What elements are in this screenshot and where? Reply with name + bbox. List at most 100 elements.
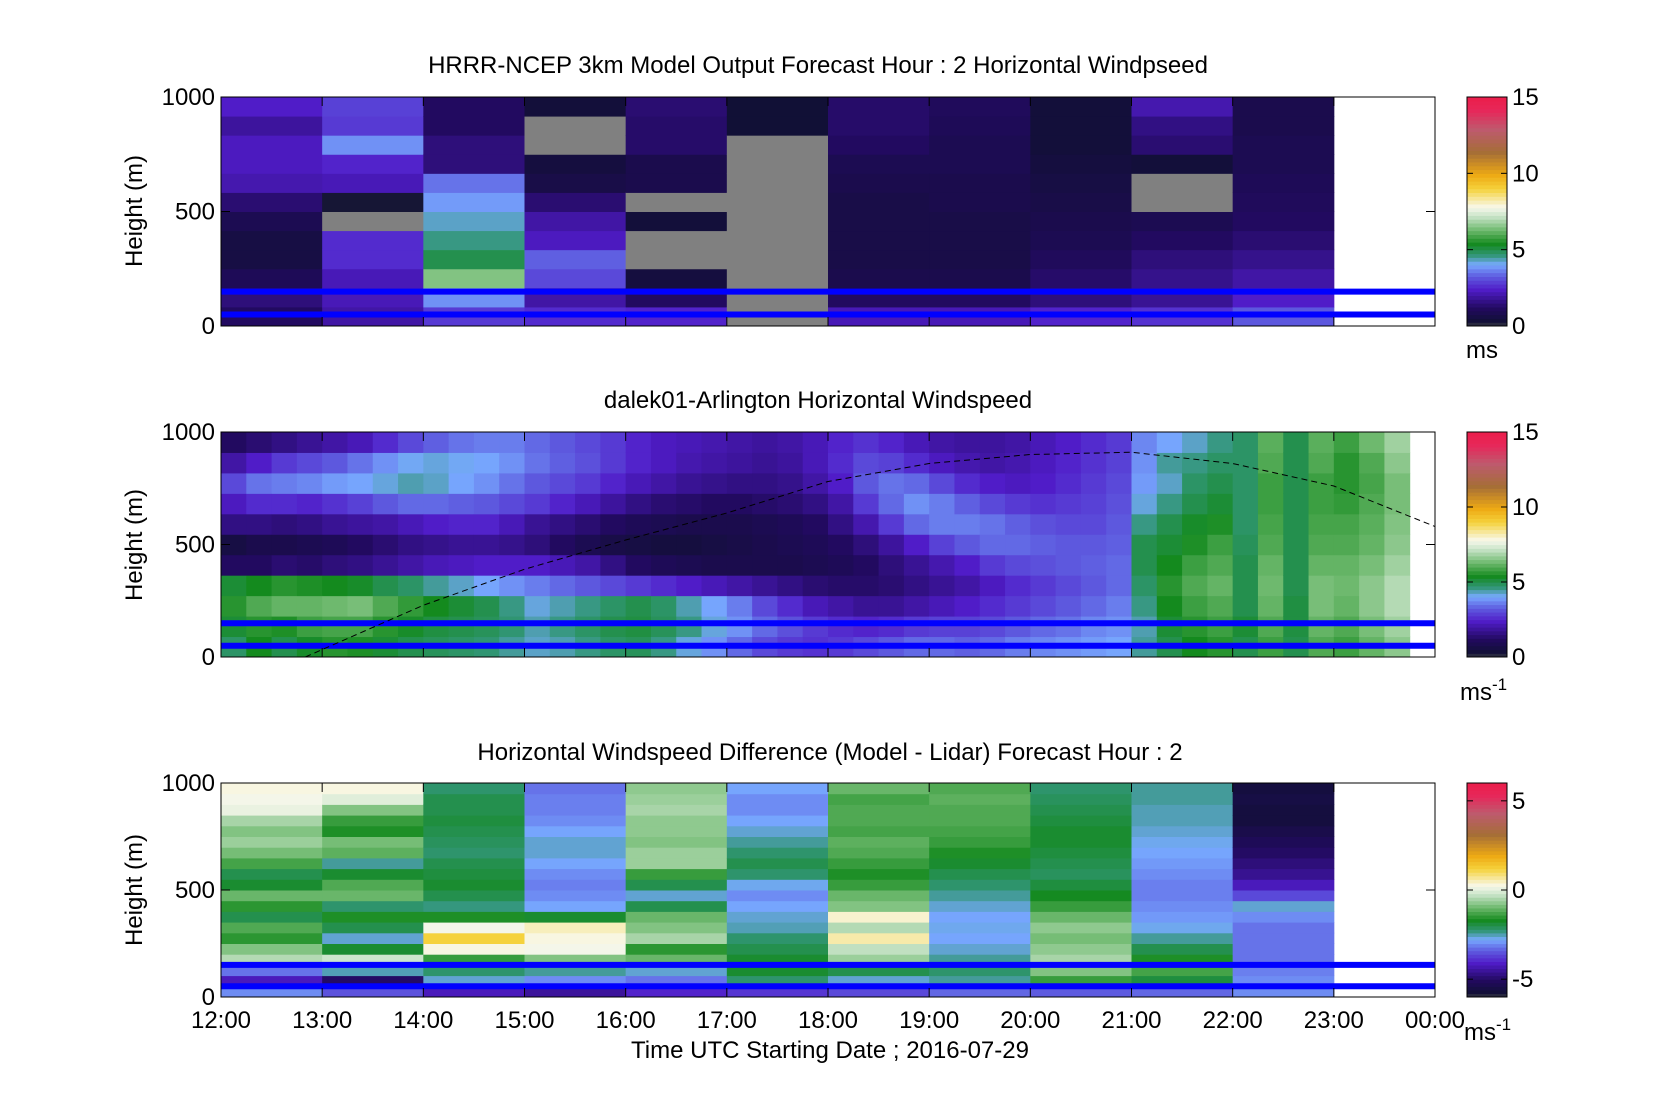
colorbar-swatch (1467, 811, 1507, 816)
heatmap-cell (499, 472, 525, 494)
heatmap-cell (828, 116, 930, 136)
heatmap-cell (1283, 472, 1310, 494)
heatmap-cell (473, 513, 500, 535)
colorbar-swatch (1467, 435, 1507, 441)
heatmap-cell (1030, 513, 1057, 535)
heatmap-cell (549, 432, 576, 453)
panel-lidar-colorbar-box (1466, 431, 1508, 658)
heatmap-cell (372, 575, 399, 597)
colorbar-swatch (1467, 230, 1507, 235)
heatmap-cell (853, 616, 880, 638)
heatmap-cell (1030, 116, 1132, 136)
heatmap-cell (322, 116, 424, 136)
heatmap-cell (423, 595, 450, 617)
heatmap-cell (347, 616, 374, 638)
heatmap-cell (701, 595, 728, 617)
heatmap-cell (1333, 554, 1360, 576)
heatmap-cell (549, 595, 576, 617)
heatmap-cell (929, 154, 1031, 174)
heatmap-cell (650, 575, 677, 597)
heatmap-cell (347, 575, 374, 597)
heatmap-cell (1131, 857, 1234, 870)
colorbar-swatch (1467, 986, 1507, 991)
heatmap-cell (398, 616, 424, 638)
heatmap-cell (1030, 616, 1057, 638)
panel-model: HRRR-NCEP 3km Model Output Forecast Hour… (121, 52, 1539, 364)
heatmap-cell (1359, 575, 1385, 597)
colorbar-swatch (1467, 318, 1507, 323)
heatmap-cell (828, 97, 930, 117)
heatmap-cell (777, 554, 804, 576)
heatmap-cell (625, 964, 728, 977)
colorbar-swatch (1467, 882, 1507, 888)
heatmap-cell (1333, 493, 1360, 515)
colorbar-swatch (1467, 843, 1507, 848)
heatmap-cell (1106, 575, 1132, 597)
colorbar-swatch (1467, 832, 1507, 838)
heatmap-cell (398, 472, 424, 494)
heatmap-cell (1207, 432, 1234, 453)
heatmap-cell (1131, 943, 1234, 955)
heatmap-cell (423, 975, 525, 987)
heatmap-cell (676, 472, 703, 494)
colorbar-swatch (1467, 897, 1507, 902)
colorbar-swatch (1467, 957, 1507, 962)
heatmap-cell (1131, 595, 1158, 617)
heatmap-cell (322, 452, 348, 474)
heatmap-cell (1030, 135, 1132, 155)
colorbar-swatch (1467, 161, 1507, 167)
panel-model-title: HRRR-NCEP 3km Model Output Forecast Hour… (428, 52, 1208, 79)
colorbar-tick-label: 5 (1512, 237, 1525, 264)
heatmap-cell (221, 192, 323, 212)
colorbar-swatch (1467, 548, 1507, 553)
heatmap-cell (246, 452, 273, 474)
colorbar-swatch (1467, 443, 1507, 448)
heatmap-cell (1131, 249, 1234, 270)
heatmap-cell (524, 890, 627, 902)
colorbar-swatch (1467, 272, 1507, 277)
heatmap-cell (246, 493, 273, 515)
heatmap-cell (625, 986, 728, 997)
heatmap-cell (752, 554, 778, 576)
heatmap-cell (1156, 595, 1183, 617)
heatmap-cell (1055, 595, 1082, 617)
colorbar-swatch (1467, 815, 1507, 820)
heatmap-cell (828, 616, 854, 638)
heatmap-cell (726, 879, 829, 891)
heatmap-cell (1055, 452, 1082, 474)
heatmap-cell (1384, 616, 1411, 638)
heatmap-cell (423, 534, 450, 556)
heatmap-cell (221, 943, 323, 955)
heatmap-cell (322, 879, 424, 891)
heatmap-cell (322, 575, 348, 597)
heatmap-cell (828, 154, 930, 174)
heatmap-cell (524, 964, 627, 977)
heatmap-cell (726, 804, 829, 816)
heatmap-cell (1106, 432, 1132, 453)
heatmap-cell (1333, 616, 1360, 638)
heatmap-cell (701, 452, 728, 474)
heatmap-cell (726, 595, 753, 617)
heatmap-cell (726, 922, 829, 934)
heatmap-cell (1005, 534, 1031, 556)
colorbar-swatch (1467, 488, 1507, 493)
heatmap-cell (650, 595, 677, 617)
heatmap-cell (1359, 493, 1385, 515)
colorbar-tick-label: 0 (1512, 644, 1525, 671)
heatmap-cell (1232, 793, 1335, 805)
heatmap-cell (726, 135, 829, 155)
heatmap-cell (625, 911, 728, 923)
heatmap-cell (296, 452, 323, 474)
heatmap-cell (423, 268, 525, 289)
heatmap-cell (726, 857, 829, 870)
heatmap-cell (878, 513, 905, 535)
heatmap-cell (929, 857, 1031, 870)
heatmap-cell (448, 432, 475, 453)
heatmap-cell (726, 211, 829, 232)
colorbar-swatch (1467, 890, 1507, 895)
heatmap-cell (524, 911, 627, 923)
heatmap-cell (954, 452, 981, 474)
heatmap-cell (828, 804, 930, 816)
heatmap-cell (473, 493, 500, 515)
heatmap-cell (929, 964, 1031, 977)
